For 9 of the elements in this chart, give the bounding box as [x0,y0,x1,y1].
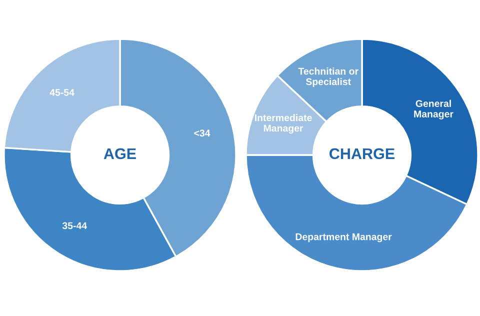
slice-label: 35-44 [62,222,88,230]
slice-label: <34 [194,130,210,137]
slice-label: General Manager [414,100,454,120]
text: CHARGE [330,148,395,160]
slice-label: Intermediate Manager [255,114,312,134]
slice-label: Technitian or Specialist [298,68,358,88]
slice-label: Department Manager [296,233,392,242]
slice-label: 45-54 [50,89,74,96]
text: AGE [104,148,136,160]
